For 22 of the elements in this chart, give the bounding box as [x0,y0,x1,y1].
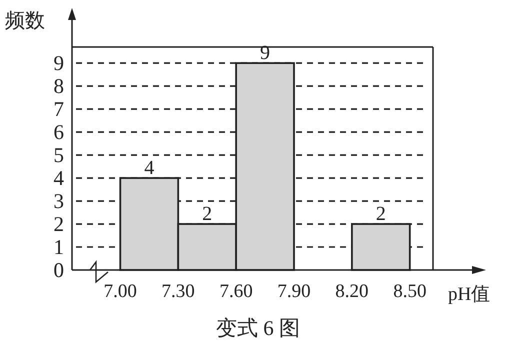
y-tick-label: 0 [54,258,64,282]
x-tick-label: 8.20 [335,281,369,302]
x-tick-label: 7.00 [104,281,137,302]
x-tick-label: 7.90 [277,281,311,302]
y-axis-title: 频数 [5,10,45,32]
y-tick-label: 9 [54,51,64,76]
x-axis-title: pH值 [448,284,490,305]
y-tick-label: 5 [54,143,64,168]
y-tick-label: 2 [54,212,64,236]
y-tick-label: 1 [54,235,64,260]
y-tick-label: 8 [54,74,64,98]
data-label: 2 [376,203,386,226]
x-tick-label: 7.60 [219,281,253,302]
data-label: 4 [144,157,154,180]
y-tick-label: 4 [54,166,64,190]
x-tick-label: 7.30 [162,281,195,302]
x-tick-label: 8.50 [393,281,426,302]
y-tick-label: 3 [54,189,64,214]
y-tick-label: 7 [54,97,64,122]
data-label: 2 [202,203,212,226]
text: 变式 6 图 [216,316,300,340]
y-tick-label: 6 [54,120,64,144]
